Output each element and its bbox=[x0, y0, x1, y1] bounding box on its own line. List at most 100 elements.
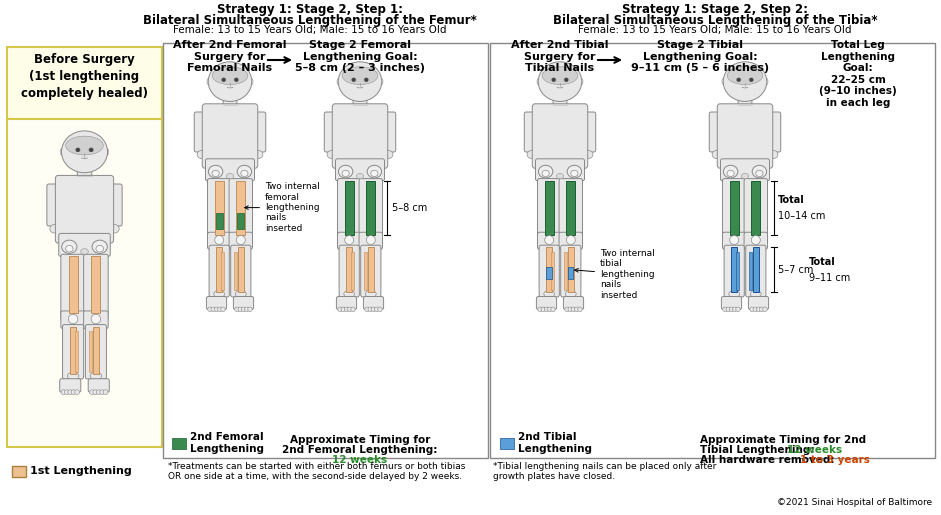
Circle shape bbox=[759, 307, 764, 312]
Bar bbox=[368, 247, 374, 292]
Circle shape bbox=[89, 148, 92, 151]
Circle shape bbox=[372, 307, 375, 312]
Circle shape bbox=[368, 307, 373, 312]
Text: 1st Lengthening: 1st Lengthening bbox=[30, 466, 132, 476]
FancyBboxPatch shape bbox=[336, 159, 385, 181]
Ellipse shape bbox=[344, 235, 354, 245]
Ellipse shape bbox=[75, 148, 80, 152]
Bar bbox=[216, 247, 222, 292]
Circle shape bbox=[365, 307, 369, 312]
Bar bbox=[551, 252, 553, 290]
Bar bbox=[567, 247, 574, 292]
Circle shape bbox=[100, 390, 104, 394]
Text: Tibial Lengthening:: Tibial Lengthening: bbox=[700, 445, 818, 455]
Text: After 2nd Tibial
Surgery for
Tibial Nails: After 2nd Tibial Surgery for Tibial Nail… bbox=[511, 40, 609, 73]
Ellipse shape bbox=[50, 225, 59, 233]
Text: Approximate Timing for: Approximate Timing for bbox=[290, 435, 430, 445]
Text: Stage 2 Femoral
Lengthening Goal:
5–8 cm (2 – 3 inches): Stage 2 Femoral Lengthening Goal: 5–8 cm… bbox=[295, 40, 425, 73]
FancyBboxPatch shape bbox=[62, 324, 84, 379]
Circle shape bbox=[341, 307, 345, 312]
FancyBboxPatch shape bbox=[77, 167, 91, 180]
Bar bbox=[736, 252, 739, 290]
Circle shape bbox=[338, 307, 343, 312]
Circle shape bbox=[93, 390, 98, 394]
Ellipse shape bbox=[571, 170, 578, 177]
Ellipse shape bbox=[756, 170, 763, 177]
Ellipse shape bbox=[566, 235, 575, 245]
FancyBboxPatch shape bbox=[725, 245, 744, 297]
FancyBboxPatch shape bbox=[721, 159, 770, 181]
Circle shape bbox=[74, 390, 79, 394]
Circle shape bbox=[544, 307, 549, 312]
Bar bbox=[500, 438, 514, 449]
FancyBboxPatch shape bbox=[381, 112, 396, 152]
FancyBboxPatch shape bbox=[207, 179, 231, 241]
Text: Stage 2 Tibial
Lengthening Goal:
9–11 cm (5 – 6 inches): Stage 2 Tibial Lengthening Goal: 9–11 cm… bbox=[630, 40, 769, 73]
Ellipse shape bbox=[90, 372, 102, 380]
FancyBboxPatch shape bbox=[61, 254, 86, 320]
Ellipse shape bbox=[752, 165, 767, 178]
Bar bbox=[545, 181, 553, 235]
Bar bbox=[547, 267, 552, 279]
Circle shape bbox=[548, 307, 552, 312]
Circle shape bbox=[738, 78, 740, 81]
Bar bbox=[237, 213, 245, 229]
Circle shape bbox=[344, 307, 349, 312]
Circle shape bbox=[763, 307, 767, 312]
Ellipse shape bbox=[556, 174, 564, 179]
Ellipse shape bbox=[527, 150, 536, 159]
Ellipse shape bbox=[365, 290, 376, 298]
Ellipse shape bbox=[343, 67, 378, 84]
Ellipse shape bbox=[61, 131, 107, 173]
Circle shape bbox=[96, 390, 101, 394]
Ellipse shape bbox=[208, 165, 223, 178]
FancyBboxPatch shape bbox=[766, 112, 781, 152]
FancyBboxPatch shape bbox=[223, 96, 237, 108]
FancyBboxPatch shape bbox=[524, 112, 539, 152]
Ellipse shape bbox=[364, 78, 369, 81]
Text: Two internal
tibial
lengthening
nails
inserted: Two internal tibial lengthening nails in… bbox=[575, 249, 655, 300]
Ellipse shape bbox=[215, 235, 224, 245]
Ellipse shape bbox=[751, 235, 760, 245]
FancyBboxPatch shape bbox=[325, 112, 339, 152]
Bar bbox=[366, 181, 375, 235]
Text: 10–14 cm: 10–14 cm bbox=[778, 211, 825, 220]
FancyBboxPatch shape bbox=[251, 112, 265, 152]
FancyBboxPatch shape bbox=[717, 104, 773, 168]
FancyBboxPatch shape bbox=[205, 159, 254, 181]
FancyBboxPatch shape bbox=[744, 179, 768, 241]
Ellipse shape bbox=[357, 174, 363, 179]
Circle shape bbox=[238, 307, 243, 312]
FancyBboxPatch shape bbox=[207, 232, 231, 249]
Circle shape bbox=[351, 307, 356, 312]
Text: 2nd Tibial
Lengthening: 2nd Tibial Lengthening bbox=[518, 432, 592, 454]
Text: ©2021 Sinai Hospital of Baltimore: ©2021 Sinai Hospital of Baltimore bbox=[777, 498, 932, 507]
FancyBboxPatch shape bbox=[561, 245, 581, 297]
Ellipse shape bbox=[545, 235, 553, 245]
Text: Total: Total bbox=[778, 195, 805, 204]
FancyBboxPatch shape bbox=[359, 179, 383, 241]
Circle shape bbox=[571, 307, 576, 312]
FancyBboxPatch shape bbox=[338, 179, 361, 241]
Bar bbox=[89, 331, 92, 372]
Ellipse shape bbox=[763, 78, 768, 85]
Ellipse shape bbox=[214, 290, 225, 298]
Ellipse shape bbox=[68, 372, 79, 380]
Circle shape bbox=[753, 307, 758, 312]
Bar bbox=[221, 252, 224, 290]
FancyBboxPatch shape bbox=[106, 184, 122, 226]
Circle shape bbox=[76, 148, 79, 151]
Bar bbox=[753, 247, 759, 292]
Text: Bilateral Simultaneous Lengthening of the Femur*: Bilateral Simultaneous Lengthening of th… bbox=[143, 14, 477, 27]
Circle shape bbox=[575, 307, 579, 312]
Circle shape bbox=[215, 307, 218, 312]
FancyBboxPatch shape bbox=[86, 324, 106, 379]
Ellipse shape bbox=[208, 62, 252, 101]
FancyBboxPatch shape bbox=[581, 112, 596, 152]
Ellipse shape bbox=[343, 290, 355, 298]
Bar bbox=[566, 181, 575, 235]
Ellipse shape bbox=[542, 170, 550, 177]
Bar bbox=[69, 256, 78, 313]
Bar bbox=[346, 247, 352, 292]
Ellipse shape bbox=[724, 62, 767, 101]
